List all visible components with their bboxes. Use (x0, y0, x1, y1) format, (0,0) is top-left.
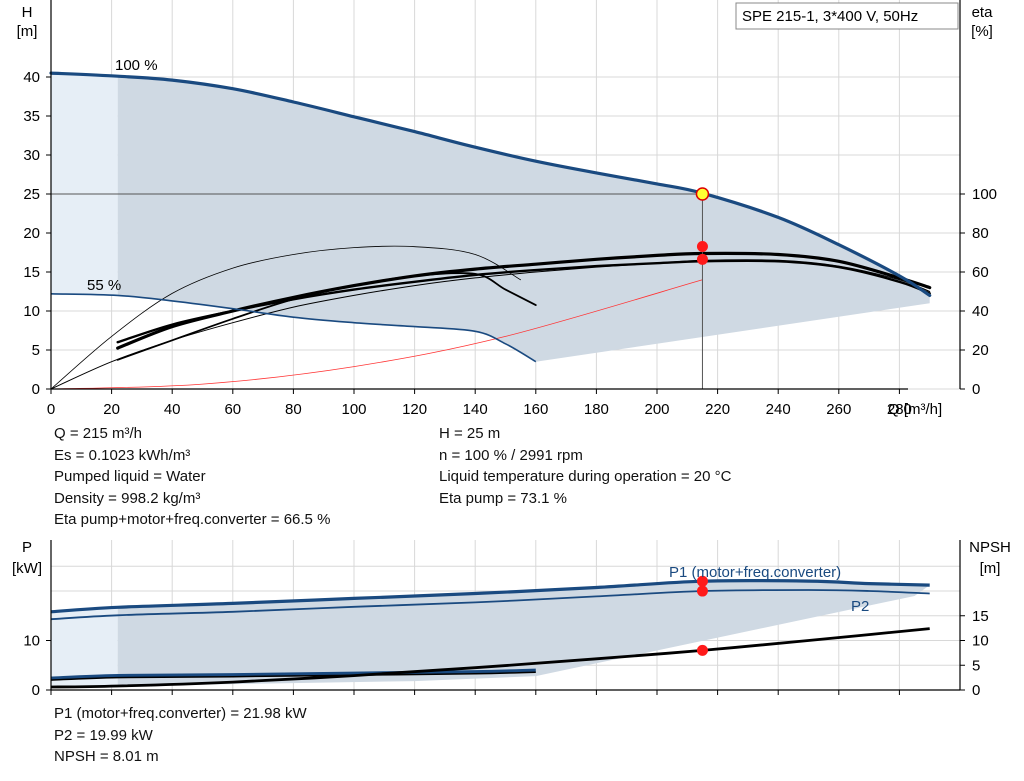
h-axis-symbol: H (22, 4, 33, 21)
y2-tick-label: 60 (972, 264, 989, 281)
info-bottom: P1 (motor+freq.converter) = 21.98 kW P2 … (54, 703, 307, 768)
area-light (51, 607, 118, 689)
info-eta-pump: Eta pump = 73.1 % (439, 489, 567, 507)
y-tick-label: 20 (23, 225, 40, 242)
x-tick-label: 100 (341, 401, 366, 418)
p-axes (46, 540, 965, 695)
info-pumped-liquid: Pumped liquid = Water (54, 468, 206, 485)
x-tick-label: 20 (103, 401, 120, 418)
qh-curves (49, 71, 932, 390)
area-main (117, 580, 930, 687)
p2-curve-55 (50, 671, 536, 681)
info-flow: Q = 215 m³/h (54, 425, 142, 442)
npsh-axis-unit: [m] (980, 560, 1001, 577)
p-curves (50, 578, 930, 689)
npsh-axis-symbol: NPSH (969, 539, 1011, 556)
npsh-point (696, 644, 708, 656)
pump-title: SPE 215-1, 3*400 V, 50Hz (742, 8, 918, 25)
curve-label-55: 55 % (87, 277, 121, 294)
operating-point (695, 187, 710, 201)
x-tick-label: 200 (644, 401, 669, 418)
qh-curve-55 (50, 293, 537, 363)
eta-curve (50, 245, 521, 390)
x-tick-label: 60 (224, 401, 241, 418)
y-tick-label: 40 (23, 69, 40, 86)
title-box (735, 2, 959, 30)
info-p2: P2 = 19.99 kW (54, 726, 153, 744)
p1-point (696, 575, 708, 587)
y2-tick-label: 5 (972, 657, 980, 674)
x-tick-label: 40 (164, 401, 181, 418)
eta-curve (116, 272, 537, 361)
p1-curve-55 (50, 668, 536, 680)
q-axis-label: Q [m³/h] (888, 401, 942, 418)
y2-tick-label: 10 (972, 633, 989, 650)
x-tick-label: 260 (826, 401, 851, 418)
info-speed: n = 100 % / 2991 rpm (439, 446, 583, 464)
x-tick-label: 240 (766, 401, 791, 418)
p-axis-unit: [kW] (12, 560, 42, 577)
y-tick-label: 10 (23, 303, 40, 320)
y2-tick-label: 80 (972, 225, 989, 242)
y-tick-label: 15 (23, 264, 40, 281)
npsh-curve (50, 627, 930, 689)
info-right-top: H = 25 m n = 100 % / 2991 rpm Liquid tem… (439, 423, 731, 509)
info-p1: P1 (motor+freq.converter) = 21.98 kW (54, 705, 307, 722)
info-eta-total: Eta pump+motor+freq.converter = 66.5 % (54, 511, 331, 528)
p1-curve (50, 578, 930, 614)
x-tick-label: 120 (402, 401, 427, 418)
y2-tick-label: 15 (972, 608, 989, 625)
p1-curve-label: P1 (motor+freq.converter) (669, 564, 841, 581)
p2-curve (50, 589, 930, 621)
eta-axis-symbol: eta (972, 4, 994, 21)
h-axis-unit: [m] (17, 23, 38, 40)
p-points (696, 575, 708, 656)
p-tick-labels: 0 10 0 5 10 15 (23, 608, 988, 699)
y-tick-label: 30 (23, 147, 40, 164)
info-left-top: Q = 215 m³/h Es = 0.1023 kWh/m³ Pumped l… (54, 423, 330, 531)
p-area (51, 580, 930, 689)
qh-operating-lines (51, 193, 703, 389)
p-axis-symbol: P (22, 539, 32, 556)
area-light (51, 73, 118, 296)
y-tick-label: 0 (32, 682, 40, 699)
eta-axis-unit: [%] (971, 23, 993, 40)
qh-axes (46, 0, 965, 394)
y2-tick-label: 0 (972, 381, 980, 398)
info-head: H = 25 m (439, 425, 501, 442)
info-density: Density = 998.2 kg/m³ (54, 489, 201, 507)
qh-points (695, 187, 710, 265)
eta-curve (50, 279, 703, 390)
y2-tick-label: 20 (972, 342, 989, 359)
qh-grid (50, 0, 961, 390)
eta-point (696, 240, 708, 252)
qh-curve-100 (49, 71, 932, 297)
area-main (117, 76, 930, 362)
y-tick-label: 5 (32, 342, 40, 359)
curve-label-100: 100 % (115, 57, 158, 74)
info-npsh: NPSH = 8.01 m (54, 748, 159, 765)
x-tick-label: 160 (523, 401, 548, 418)
y2-tick-label: 100 (972, 186, 997, 203)
x-tick-label: 0 (47, 401, 55, 418)
x-tick-label: 80 (285, 401, 302, 418)
eta-point (696, 253, 708, 265)
y-tick-label: 35 (23, 108, 40, 125)
x-tick-label: 140 (463, 401, 488, 418)
y-tick-label: 0 (32, 381, 40, 398)
p2-point (696, 585, 708, 597)
y2-tick-label: 40 (972, 303, 989, 320)
info-liquid-temp: Liquid temperature during operation = 20… (439, 468, 732, 485)
p2-curve-label: P2 (851, 598, 869, 615)
x-tick-label: 180 (584, 401, 609, 418)
info-specific-energy: Es = 0.1023 kWh/m³ (54, 446, 191, 464)
x-tick-label: 280 (887, 401, 912, 418)
qh-tick-labels: 0 20 40 60 80 100 120 140 160 180 200 220 240 260 2800… (23, 69, 997, 418)
y-tick-label: 10 (23, 633, 40, 650)
eta-curve (116, 251, 932, 350)
x-tick-label: 220 (705, 401, 730, 418)
y-tick-label: 25 (23, 186, 40, 203)
y2-tick-label: 0 (972, 682, 980, 699)
